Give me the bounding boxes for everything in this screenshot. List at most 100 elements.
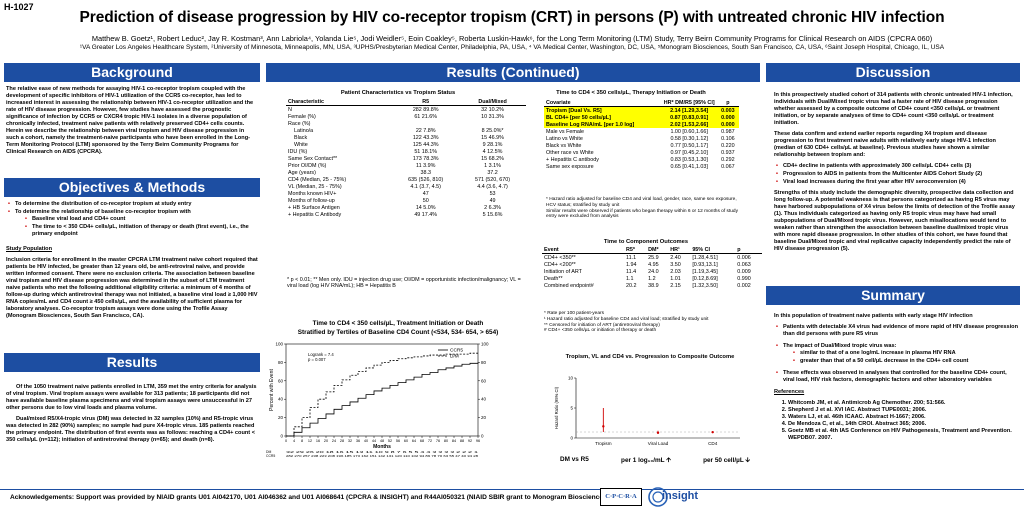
table-cell: 0.83 [0.53,1.30] <box>670 156 708 163</box>
discussion-text: In this prospectively studied cohort of … <box>774 92 1018 257</box>
summary-intro: In this population of treatment naive pa… <box>774 313 973 319</box>
table-cell: 20.2 <box>625 282 637 289</box>
cpcra-logo: C·P·C·R·A <box>600 488 642 506</box>
table-cell <box>392 120 459 127</box>
table-cell: [0.12,8.69] <box>692 275 718 282</box>
summary-text: In this population of treatment naive pa… <box>774 313 1018 442</box>
table-cell: Months of follow-up <box>288 197 335 204</box>
results-continued-banner: Results (Continued) <box>266 63 760 82</box>
forest-bottom-labels: DM vs R5 per 1 log₁₀/mL 🡩 per 50 cell/µL… <box>560 456 750 467</box>
table-cell: CD4+ <200** <box>544 261 576 268</box>
table-header-row: Covariate HR* DM/R5 [95% CI] p <box>544 99 739 107</box>
table-cell: 0.97 [0.45,2.10] <box>670 149 708 156</box>
summary-item-text: The impact of Dual/Mixed tropic virus wa… <box>783 342 897 349</box>
table-cell: 0.58 [0.30,1.12] <box>670 135 708 142</box>
table-cell: Same sex exposure <box>546 163 594 170</box>
table-cell: [0.93,13.1] <box>692 261 718 268</box>
summary-subitem: similar to that of a one log/mL increase… <box>791 350 1018 357</box>
objective-item-text: To determine the relationship of baselin… <box>15 208 191 215</box>
table-cell: 38.3 <box>420 169 431 176</box>
table-cell: 5 15.6% <box>482 211 503 218</box>
table-row: Race (%) <box>286 120 526 127</box>
table-cell: [1.32,3.50] <box>692 282 718 289</box>
insight-logo-text: insight <box>662 490 699 502</box>
table-cell: Black <box>294 134 308 141</box>
y2-tick-label: 40 <box>481 397 487 402</box>
poster-title: Prediction of disease progression by HIV… <box>79 9 945 26</box>
objectives-list: To determine the distribution of co-rece… <box>6 201 258 238</box>
table-cell: 51 18.1% <box>414 148 438 155</box>
cd4-table-footnote: * Hazard ratio adjusted for baseline CD4… <box>546 197 741 220</box>
table-row: Initiation of ART 11.4 24.0 2.03 [1.19,3.45]… <box>542 268 762 275</box>
table-cell: 173 78.3% <box>412 155 439 162</box>
table-cell: 14 5.0% <box>415 204 436 211</box>
table-row: IDU (%) 51 18.1% 4 12.5% <box>286 148 526 155</box>
table-row: White 125 44.3% 9 28.1% <box>286 141 526 148</box>
at-risk-label: CCR5 <box>266 454 275 458</box>
table-cell: CD4+ <350** <box>544 254 576 261</box>
table-cell: VL (Median, 25 - 75%) <box>288 183 342 190</box>
table-header-row: Characteristic R5 Dual/Mixed <box>286 98 526 106</box>
table-cell: 9 28.1% <box>482 141 503 148</box>
table-cell: 11.1 <box>625 254 637 261</box>
objective-subitem: The time to < 350 CD4+ cells/µL, initiat… <box>23 224 258 238</box>
hazard-point <box>602 425 605 428</box>
table-cell: 0.65 [0.41,1.03] <box>670 163 708 170</box>
x-tick-label: 64 <box>412 439 416 443</box>
table-cell: 0.106 <box>721 135 735 142</box>
x-tick-label: 80 <box>444 439 448 443</box>
table-header: p <box>735 246 762 254</box>
table-cell: Other race vs White <box>546 149 594 156</box>
components-footnote: # CD4+ <350 cells/µL or initiation of th… <box>544 328 657 334</box>
table-cell: 0.292 <box>721 156 735 163</box>
reference-item: Whitcomb JM, et al. Antimicrob Ag Chemot… <box>788 400 1018 407</box>
table-header: HR* DM/R5 [95% CI] <box>661 99 717 107</box>
table-cell: 4 12.5% <box>482 148 503 155</box>
table-cell: 0.220 <box>721 142 735 149</box>
table-cell: 4.1 (3.7, 4.5) <box>410 183 441 190</box>
table-cell: Male vs Female <box>546 128 585 135</box>
forest-bottom-label: per 50 cell/µL 🡫 <box>703 457 750 464</box>
p-value-annotation: p = 0.007 <box>308 357 326 362</box>
objectives-banner: Objectives & Methods <box>4 178 260 197</box>
x-tick-label: 60 <box>404 439 408 443</box>
background-paragraph: The relative ease of new methods for ass… <box>6 86 254 155</box>
references-list: Whitcomb JM, et al. Antimicrob Ag Chemot… <box>774 400 1018 442</box>
characteristics-table: Characteristic R5 Dual/Mixed N 282 89.8% 3… <box>286 98 526 218</box>
study-population-text: Inclusion criteria for enrollment in the… <box>6 256 258 319</box>
table-cell: 2.03 <box>670 268 681 275</box>
x-tick-label: 92 <box>468 439 472 443</box>
up-arrow-icon: 🡩 <box>666 457 671 464</box>
summary-banner: Summary <box>766 286 1020 305</box>
logrank-annotation: Logrank = 7.4 <box>308 352 334 357</box>
table-row: CD4 (Median, 25 - 75%) 635 (526, 810) 571 … <box>286 176 526 183</box>
km-series-line <box>286 362 479 437</box>
table-cell: 2.40 <box>670 254 681 261</box>
table-cell: 32 10.2% <box>481 106 504 113</box>
summary-item: The impact of Dual/Mixed tropic virus wa… <box>774 343 1018 365</box>
table-cell: 2 6.3% <box>484 204 501 211</box>
table-cell: 1.2 <box>648 275 656 282</box>
category-label: Tropism <box>595 441 612 446</box>
y-tick-label: 40 <box>278 397 284 402</box>
table-cell: 10 31.3% <box>481 113 504 120</box>
forest-plot: 0 5 10 Hazard Ratio (95% CI) Tropism Viral Lo… <box>554 376 740 446</box>
table-cell: Same Sex Contact** <box>288 155 338 162</box>
references-heading: References <box>774 388 805 395</box>
table-cell: [1.19,3.45] <box>692 268 718 275</box>
table-cell: 37.2 <box>487 169 498 176</box>
table-cell: 49 17.4% <box>414 211 438 218</box>
table-cell: 4.95 <box>648 261 659 268</box>
summary-item: Patients with detectable X4 virus had ev… <box>774 324 1018 338</box>
study-population-heading: Study Population <box>6 245 52 252</box>
table-cell: 125 44.3% <box>412 141 439 148</box>
table-cell: Age (years) <box>288 169 316 176</box>
table-row: Male vs Female 1.00 [0.60,1.66] 0.987 <box>544 128 739 135</box>
table-cell: + Hepatitis C antibody <box>546 156 599 163</box>
table-row: + HB Surface Antigen 14 5.0% 2 6.3% <box>286 204 526 211</box>
discussion-item: Progression to AIDS in patients from the… <box>774 171 1018 178</box>
table-row: Same Sex Contact** 173 78.3% 15 68.2% <box>286 155 526 162</box>
table-cell: 25.9 <box>648 254 659 261</box>
table-cell: 0.009 <box>737 268 751 275</box>
reference-item: Shepherd J et al. XVI IAC. Abstract TUPE… <box>788 407 1018 414</box>
